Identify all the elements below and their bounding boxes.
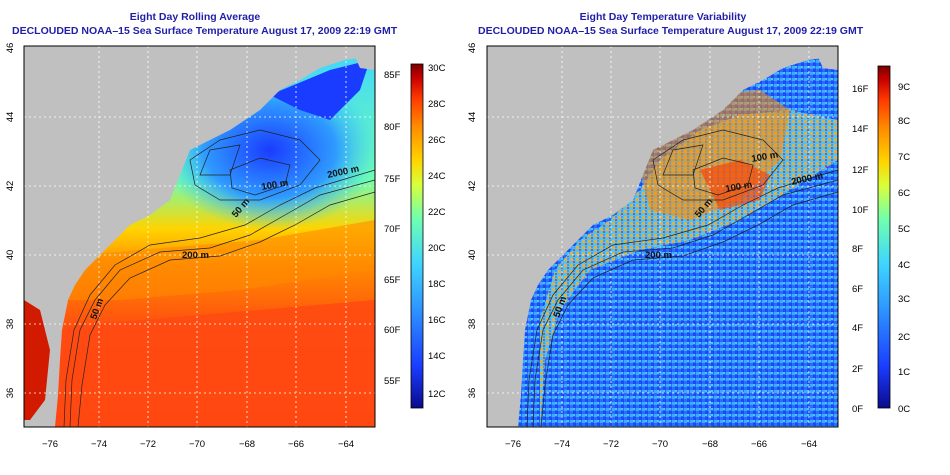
- right-map: [487, 46, 838, 427]
- right-y-axis: 46 44 42 40 38 36: [467, 43, 478, 399]
- svg-text:12F: 12F: [852, 165, 869, 176]
- left-contour-label-200m: 200 m: [182, 250, 209, 261]
- left-x-tick-68: −68: [239, 439, 255, 450]
- right-y-tick-42: 42: [467, 181, 478, 192]
- right-contour-label-100m-b: 100 m: [725, 179, 753, 195]
- right-y-tick-46: 46: [467, 43, 478, 54]
- left-graticule: [24, 46, 375, 427]
- svg-text:4C: 4C: [898, 260, 910, 271]
- left-colorbar-f-labels: 85F 80F 75F 70F 65F 60F 55F: [384, 70, 401, 387]
- left-y-tick-46: 46: [5, 43, 16, 54]
- left-y-tick-38: 38: [5, 319, 16, 330]
- svg-text:1C: 1C: [898, 367, 910, 378]
- svg-text:6F: 6F: [852, 284, 863, 295]
- svg-text:7C: 7C: [898, 152, 910, 163]
- left-map-subtitle: DECLOUDED NOAA–15 Sea Surface Temperatur…: [12, 25, 398, 37]
- svg-text:26C: 26C: [428, 135, 446, 146]
- svg-text:2F: 2F: [852, 364, 863, 375]
- svg-text:80F: 80F: [384, 122, 401, 133]
- svg-text:0F: 0F: [852, 404, 863, 415]
- svg-text:22C: 22C: [428, 207, 446, 218]
- right-colorbar-f-labels: 16F 14F 12F 10F 8F 6F 4F 2F 0F: [852, 84, 869, 415]
- right-land-mass: [487, 46, 838, 427]
- left-x-tick-70: −70: [189, 439, 205, 450]
- svg-text:6C: 6C: [898, 188, 910, 199]
- left-map: [24, 46, 375, 427]
- left-bay-of-fundy: [270, 60, 370, 120]
- svg-text:14F: 14F: [852, 124, 869, 135]
- svg-text:55F: 55F: [384, 376, 401, 387]
- right-map-title: Eight Day Temperature Variability: [579, 11, 747, 23]
- right-x-tick-76: −76: [505, 439, 521, 450]
- svg-text:12C: 12C: [428, 389, 446, 400]
- left-bathymetry-contours: [63, 129, 375, 427]
- right-graticule: [487, 46, 838, 427]
- right-x-tick-64: −64: [801, 439, 817, 450]
- left-y-tick-40: 40: [5, 250, 16, 261]
- left-x-tick-64: −64: [338, 439, 354, 450]
- right-y-tick-36: 36: [467, 388, 478, 399]
- svg-text:8F: 8F: [852, 244, 863, 255]
- svg-text:75F: 75F: [384, 174, 401, 185]
- right-x-tick-72: −72: [603, 439, 619, 450]
- left-x-tick-74: −74: [91, 439, 107, 450]
- right-colorbar-c-labels: 9C 8C 7C 6C 5C 4C 3C 2C 1C 0C: [898, 82, 910, 415]
- left-gulf-stream: [24, 300, 375, 427]
- svg-text:65F: 65F: [384, 275, 401, 286]
- svg-text:24C: 24C: [428, 171, 446, 182]
- svg-text:30C: 30C: [428, 63, 446, 74]
- left-y-tick-44: 44: [5, 112, 16, 123]
- svg-text:16C: 16C: [428, 315, 446, 326]
- left-chesapeake: [24, 300, 50, 420]
- right-y-tick-44: 44: [467, 112, 478, 123]
- right-x-tick-68: −68: [702, 439, 718, 450]
- right-y-tick-38: 38: [467, 319, 478, 330]
- svg-text:16F: 16F: [852, 84, 869, 95]
- right-x-tick-70: −70: [652, 439, 668, 450]
- svg-text:5C: 5C: [898, 224, 910, 235]
- left-land-mass: [24, 46, 375, 427]
- right-x-tick-66: −66: [751, 439, 767, 450]
- left-colorbar: [410, 63, 424, 409]
- left-map-title: Eight Day Rolling Average: [129, 11, 261, 23]
- left-y-tick-36: 36: [5, 388, 16, 399]
- left-y-axis: 46 44 42 40 38 36: [5, 43, 16, 399]
- left-x-tick-72: −72: [140, 439, 156, 450]
- left-x-tick-76: −76: [42, 439, 58, 450]
- left-nova-scotia: [350, 46, 375, 70]
- right-y-tick-40: 40: [467, 250, 478, 261]
- right-map-frame: [486, 45, 839, 428]
- left-map-frame: [23, 45, 376, 428]
- svg-text:8C: 8C: [898, 116, 910, 127]
- right-nova-scotia: [813, 46, 838, 70]
- right-contour-label-200m: 200 m: [645, 250, 672, 261]
- right-georges-bank: [700, 160, 770, 210]
- left-contour-label-100m: 100 m: [261, 177, 289, 193]
- svg-text:0C: 0C: [898, 404, 910, 415]
- left-x-tick-66: −66: [288, 439, 304, 450]
- svg-text:14C: 14C: [428, 351, 446, 362]
- svg-text:28C: 28C: [428, 99, 446, 110]
- svg-text:70F: 70F: [384, 224, 401, 235]
- right-x-axis: −76 −74 −72 −70 −68 −66 −64: [505, 439, 817, 450]
- svg-text:20C: 20C: [428, 243, 446, 254]
- svg-text:18C: 18C: [428, 279, 446, 290]
- right-map-subtitle: DECLOUDED NOAA–15 Sea Surface Temperatur…: [478, 25, 864, 37]
- svg-text:4F: 4F: [852, 323, 863, 334]
- right-bathymetry-contours: [526, 129, 838, 427]
- svg-text:85F: 85F: [384, 70, 401, 81]
- svg-text:9C: 9C: [898, 82, 910, 93]
- left-x-axis: −76 −74 −72 −70 −68 −66 −64: [42, 439, 354, 450]
- left-colorbar-c-labels: 30C 28C 26C 24C 22C 20C 18C 16C 14C 12C: [428, 63, 446, 400]
- svg-text:3C: 3C: [898, 294, 910, 305]
- svg-text:2C: 2C: [898, 332, 910, 343]
- right-x-tick-74: −74: [554, 439, 570, 450]
- right-contour-label-100m-a: 100 m: [751, 149, 779, 165]
- svg-text:60F: 60F: [384, 325, 401, 336]
- left-y-tick-42: 42: [5, 181, 16, 192]
- right-colorbar: [877, 65, 891, 409]
- svg-text:10F: 10F: [852, 205, 869, 216]
